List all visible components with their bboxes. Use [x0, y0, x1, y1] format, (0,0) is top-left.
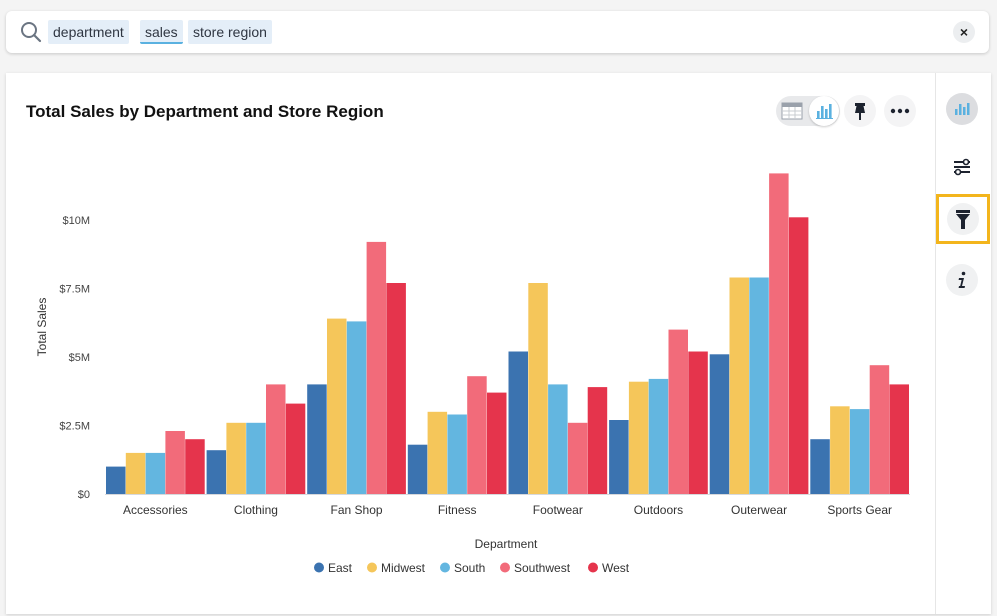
bar-midwest-sports-gear	[830, 406, 850, 494]
sidebar-settings-button[interactable]	[946, 151, 978, 183]
search-icon	[20, 21, 42, 48]
sidebar-filter-button[interactable]	[936, 194, 990, 244]
bar-southwest-accessories	[165, 431, 185, 494]
bar-midwest-fan-shop	[327, 318, 347, 494]
chart-type-icon	[955, 103, 970, 115]
legend-label-east: East	[328, 561, 353, 575]
bar-midwest-outerwear	[729, 277, 749, 494]
bar-midwest-outdoors	[628, 381, 649, 494]
bar-west-sports-gear	[889, 384, 909, 494]
more-options-button[interactable]	[884, 95, 916, 127]
pin-icon	[855, 103, 865, 120]
chart-view-button[interactable]	[809, 96, 839, 126]
legend-label-south: South	[454, 561, 485, 575]
legend-marker-midwest	[367, 562, 377, 573]
search-token-department[interactable]: department	[48, 20, 129, 44]
legend-marker-east	[314, 562, 324, 573]
bar-southwest-footwear	[567, 422, 588, 494]
bar-south-clothing	[246, 422, 266, 494]
bar-midwest-clothing	[226, 422, 246, 494]
view-toggle	[776, 96, 840, 126]
bar-south-sports-gear	[849, 409, 870, 494]
bar-southwest-outdoors	[668, 329, 688, 494]
legend-label-midwest: Midwest	[381, 561, 426, 575]
x-tick-label: Sports Gear	[827, 503, 892, 517]
legend-label-southwest: Southwest	[514, 561, 571, 575]
y-tick-label: $10M	[62, 215, 90, 227]
pin-button[interactable]	[844, 95, 876, 127]
x-axis-title: Department	[475, 537, 538, 551]
bar-west-fan-shop	[386, 283, 406, 494]
bar-west-outdoors	[688, 351, 708, 494]
bar-west-clothing	[285, 403, 306, 494]
bar-west-outerwear	[788, 217, 809, 495]
x-tick-label: Clothing	[234, 503, 278, 517]
search-token-store-region[interactable]: store region	[188, 20, 272, 44]
bar-southwest-clothing	[266, 384, 286, 494]
y-tick-label: $7.5M	[59, 284, 90, 296]
table-view-icon	[781, 102, 803, 120]
table-view-button[interactable]	[781, 101, 803, 121]
legend-marker-south	[440, 562, 450, 573]
answer-card: Total Sales by Department and Store Regi…	[6, 73, 991, 614]
legend-marker-southwest	[500, 562, 510, 573]
legend-marker-west	[588, 562, 598, 573]
bar-southwest-fan-shop	[366, 241, 387, 494]
sidebar-chart-type-button[interactable]	[946, 93, 978, 125]
settings-icon	[954, 158, 970, 176]
filter-icon	[947, 203, 979, 235]
chart-view-icon	[816, 104, 833, 119]
y-axis-title: Total Sales	[35, 298, 49, 357]
bar-south-fan-shop	[346, 321, 367, 494]
info-icon	[958, 271, 966, 288]
bar-midwest-fitness	[427, 411, 448, 494]
x-tick-label: Fitness	[438, 503, 477, 517]
bar-east-sports-gear	[810, 439, 830, 494]
search-token-sales[interactable]: sales	[140, 20, 183, 44]
x-tick-label: Outdoors	[634, 503, 683, 517]
bar-east-outerwear	[709, 354, 730, 494]
bar-southwest-sports-gear	[869, 365, 890, 494]
bar-southwest-outerwear	[769, 173, 789, 494]
bar-south-outerwear	[749, 277, 769, 494]
chart-title: Total Sales by Department and Store Regi…	[26, 102, 384, 121]
bar-west-fitness	[487, 392, 507, 494]
bar-east-fitness	[407, 444, 428, 494]
bar-east-outdoors	[609, 420, 629, 494]
sidebar-info-button[interactable]	[946, 264, 978, 296]
clear-search-button[interactable]: ×	[953, 21, 975, 43]
bar-south-footwear	[548, 384, 568, 494]
legend-label-west: West	[602, 561, 630, 575]
bar-east-accessories	[106, 466, 126, 494]
bar-east-footwear	[508, 351, 528, 494]
x-tick-label: Fan Shop	[331, 503, 383, 517]
x-tick-label: Accessories	[123, 503, 188, 517]
y-tick-label: $5M	[69, 352, 90, 364]
bar-south-fitness	[447, 414, 467, 494]
x-tick-label: Footwear	[533, 503, 583, 517]
bar-west-footwear	[587, 387, 608, 494]
bar-east-fan-shop	[307, 384, 327, 494]
bar-midwest-footwear	[528, 283, 548, 494]
x-tick-label: Outerwear	[731, 503, 787, 517]
more-icon	[890, 108, 910, 114]
bar-chart: $0 $2.5M $5M $7.5M $10M Accessories Clothing Fa…	[35, 173, 910, 575]
bar-south-accessories	[145, 452, 166, 494]
bar-west-accessories	[185, 439, 205, 494]
y-tick-label: $0	[78, 489, 90, 501]
bar-east-clothing	[206, 450, 227, 494]
bar-south-outdoors	[648, 378, 669, 494]
y-tick-label: $2.5M	[59, 421, 90, 433]
bar-midwest-accessories	[125, 452, 146, 494]
search-bar[interactable]: department sales store region ×	[6, 11, 989, 53]
sidebar-divider	[935, 73, 936, 614]
bar-southwest-fitness	[467, 376, 487, 494]
